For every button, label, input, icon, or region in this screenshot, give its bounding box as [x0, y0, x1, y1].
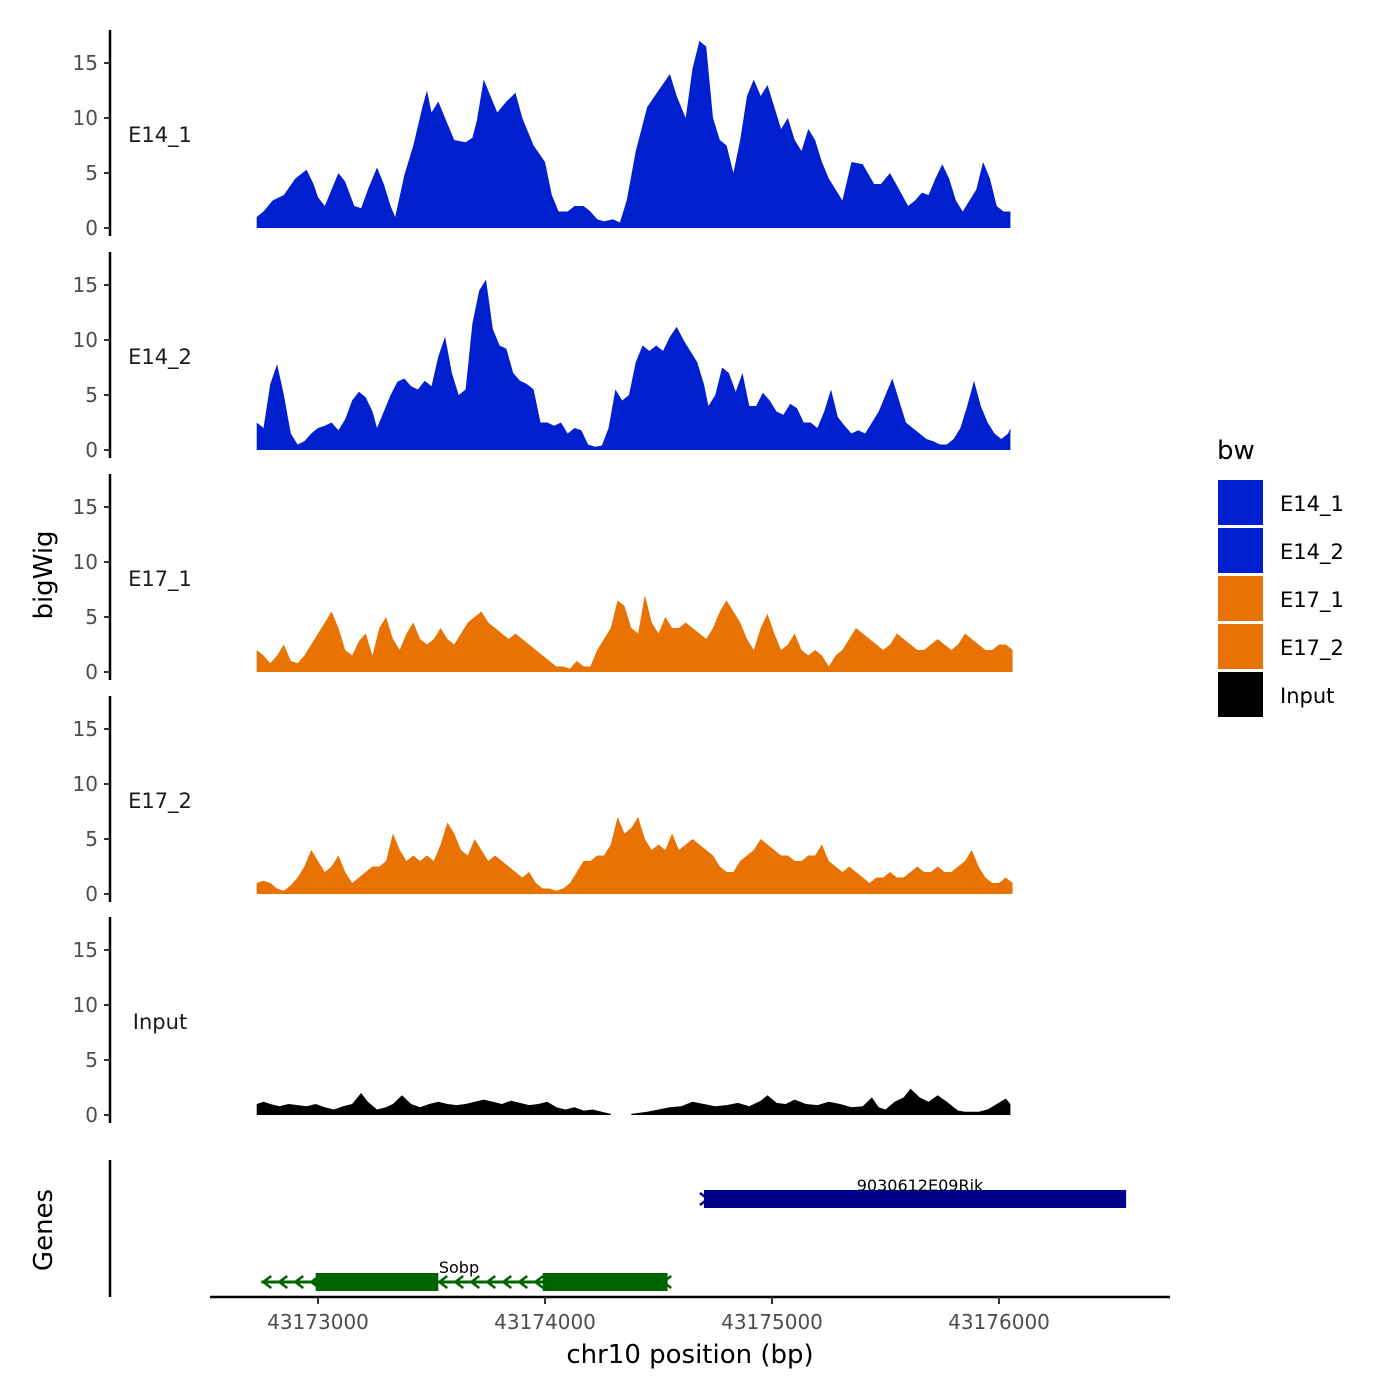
- y-tick-label: 15: [73, 717, 98, 741]
- legend-label: Input: [1280, 684, 1334, 708]
- y-tick-label: 15: [73, 938, 98, 962]
- track-label: E14_1: [128, 123, 192, 148]
- strand-arrow: [501, 1275, 512, 1289]
- y-tick-label: 0: [85, 660, 98, 684]
- x-tick-label: 43173000: [267, 1310, 369, 1334]
- strand-arrow: [485, 1275, 496, 1289]
- track-label: E17_2: [128, 789, 192, 814]
- track-E14_1: 0 5 10 15 E14_1: [73, 30, 1011, 240]
- y-tick-label: 0: [85, 1103, 98, 1127]
- gene-9030612E09Rik: 9030612E09Rik: [699, 1176, 1127, 1208]
- area-E17_2: [256, 817, 1013, 894]
- track-Input: 0 5 10 15 Input: [73, 917, 1011, 1127]
- strand-arrow: [453, 1275, 464, 1289]
- legend: bw E14_1 E14_2 E17_1 E17_2 Input: [1217, 436, 1344, 717]
- y-tick-label: 10: [73, 993, 98, 1017]
- strand-arrow: [277, 1275, 288, 1289]
- legend-key-E14_1: [1218, 480, 1263, 525]
- y-tick-label: 15: [73, 51, 98, 75]
- track-label: E14_2: [128, 345, 192, 370]
- y-tick-label: 15: [73, 273, 98, 297]
- strand-arrow: [699, 1192, 710, 1206]
- y-tick-label: 5: [85, 827, 98, 851]
- legend-label: E14_2: [1280, 540, 1344, 565]
- y-tick-label: 5: [85, 161, 98, 185]
- legend-key-E17_1: [1218, 576, 1263, 621]
- gene-track: 9030612E09Rik Sobp: [108, 1160, 1127, 1297]
- y-axis-title: bigWig: [29, 530, 59, 619]
- y-tick-label: 5: [85, 383, 98, 407]
- legend-title: bw: [1217, 436, 1255, 466]
- strand-arrow: [517, 1275, 528, 1289]
- strand-arrow: [293, 1275, 304, 1289]
- area-Input-right: [631, 1088, 1011, 1115]
- track-E17_1: 0 5 10 15 E17_1: [73, 474, 1013, 684]
- legend-label: E17_1: [1280, 588, 1344, 613]
- x-tick-label: 43174000: [494, 1310, 596, 1334]
- legend-key-Input: [1218, 672, 1263, 717]
- tracks: 0 5 10 15 E14_1 0 5 10 15 E14_2 0 5 10 15 E17_1 0 5 10 15 E…: [73, 30, 1013, 1127]
- legend-label: E14_1: [1280, 492, 1344, 517]
- area-Input: [256, 1093, 611, 1115]
- track-label: E17_1: [128, 567, 192, 592]
- track-E14_2: 0 5 10 15 E14_2: [73, 252, 1011, 462]
- genes-title: Genes: [29, 1189, 59, 1271]
- area-E14_1: [256, 41, 1011, 228]
- strand-arrow: [261, 1275, 272, 1289]
- y-tick-label: 5: [85, 1048, 98, 1072]
- legend-label: E17_2: [1280, 636, 1344, 661]
- y-tick-label: 5: [85, 605, 98, 629]
- area-E14_2: [256, 279, 1011, 450]
- gene-Sobp: Sobp: [261, 1258, 672, 1291]
- y-tick-label: 10: [73, 328, 98, 352]
- gene-label: Sobp: [439, 1258, 479, 1277]
- y-tick-label: 15: [73, 495, 98, 519]
- gene-label: 9030612E09Rik: [857, 1176, 984, 1195]
- strand-arrow: [469, 1275, 480, 1289]
- y-tick-label: 0: [85, 216, 98, 240]
- legend-key-E17_2: [1218, 624, 1263, 669]
- x-tick-label: 43175000: [721, 1310, 823, 1334]
- track-E17_2: 0 5 10 15 E17_2: [73, 696, 1013, 906]
- gene-exon: [703, 1190, 1127, 1208]
- strand-arrow: [437, 1275, 448, 1289]
- y-tick-label: 0: [85, 438, 98, 462]
- gene-exon: [542, 1273, 668, 1291]
- y-tick-label: 10: [73, 106, 98, 130]
- x-axis-title: chr10 position (bp): [566, 1340, 813, 1370]
- x-axis: 43173000 43174000 43175000 43176000: [210, 1295, 1170, 1334]
- y-tick-label: 0: [85, 882, 98, 906]
- y-tick-label: 10: [73, 550, 98, 574]
- strand-arrow: [533, 1275, 544, 1289]
- y-tick-label: 10: [73, 772, 98, 796]
- track-label: Input: [133, 1010, 187, 1034]
- legend-key-E14_2: [1218, 528, 1263, 573]
- x-tick-label: 43176000: [948, 1310, 1050, 1334]
- gene-exon: [315, 1273, 439, 1291]
- area-E17_1: [256, 595, 1013, 672]
